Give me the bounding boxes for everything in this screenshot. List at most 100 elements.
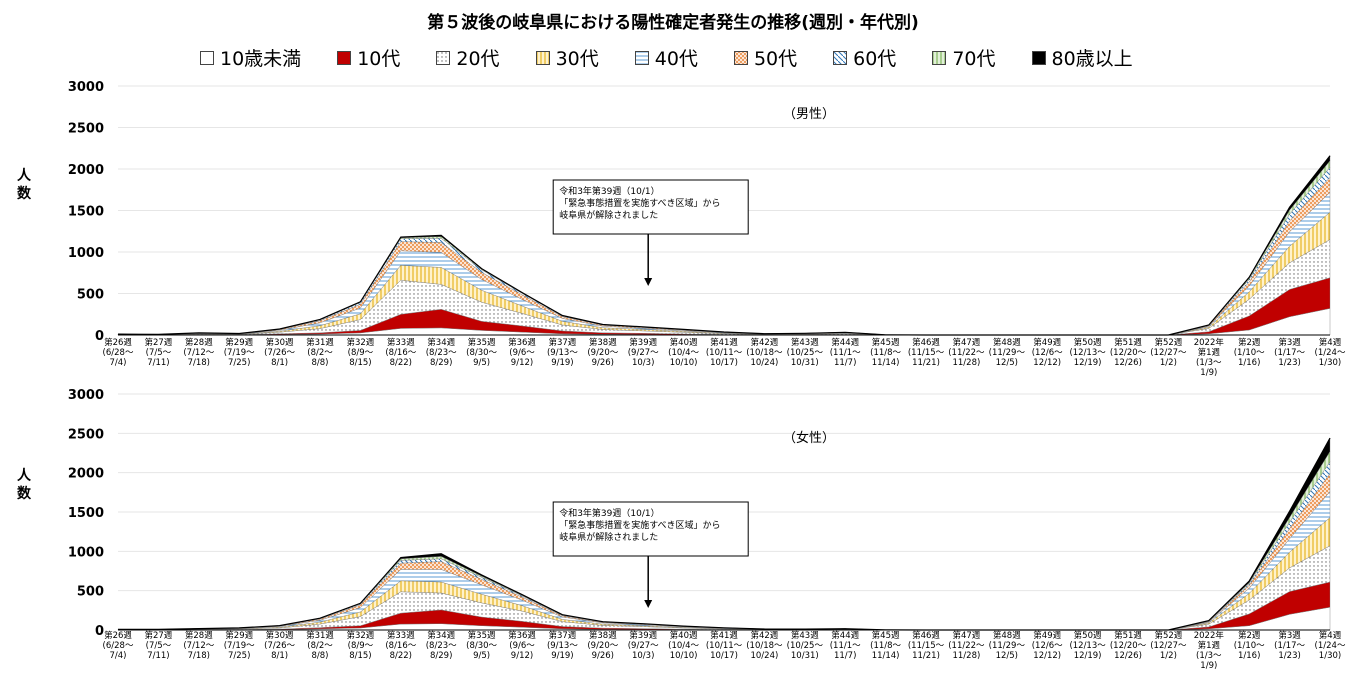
x-tick-line: 第34週 [427,630,455,641]
legend-label: 40代 [654,48,698,70]
x-tick-line: (11/22～ [948,641,985,651]
y-tick-label: 2000 [68,467,104,482]
x-tick-line: 1/9) [1200,661,1217,671]
x-tick-line: (10/18～ [746,348,783,358]
x-tick-line: 第42週 [750,337,778,348]
x-tick-line: (8/9～ [348,348,374,358]
x-tick-line: 第52週 [1154,337,1182,348]
x-tick-label: 第2週(1/10～ 1/16) [1234,337,1265,368]
x-tick-line: 11/14) [872,358,900,368]
x-tick-line: 第2週 [1238,337,1261,348]
x-tick-line: (11/15～ [908,641,945,651]
x-tick-line: 10/31) [791,651,819,661]
x-tick-line: (7/26～ [264,641,295,651]
x-tick-label: 第31週(8/2～ 8/8) [306,337,334,368]
x-tick-line: 1/30) [1319,358,1341,368]
annotation-line: 令和3年第39週（10/1） [559,507,659,519]
x-tick-line: 11/28) [952,651,980,661]
x-tick-label: 第37週(9/13～ 9/19) [547,337,578,368]
x-tick-line: 9/5) [473,358,490,368]
x-tick-line: 第26週 [104,337,132,348]
x-tick-line: (8/23～ [426,348,457,358]
x-tick-line: (1/24～ [1315,348,1346,358]
x-tick-line: 第33週 [387,337,415,348]
legend-label: 80歳以上 [1051,48,1133,70]
x-tick-line: (9/6～ [509,348,535,358]
x-tick-line: (12/20～ [1110,641,1147,651]
x-tick-line: (12/13～ [1069,348,1106,358]
x-tick-line: (12/13～ [1069,641,1106,651]
x-tick-label: 第2週(1/10～ 1/16) [1234,630,1265,661]
x-tick-line: 第30週 [266,630,294,641]
x-tick-line: 10/3) [632,651,654,661]
x-tick-line: 9/19) [551,358,573,368]
x-tick-line: 第26週 [104,630,132,641]
y-tick-label: 3000 [68,80,104,95]
x-tick-line: 第49週 [1033,337,1061,348]
x-tick-line: (6/28～ [103,641,134,651]
x-tick-label: 第49週(12/6～ 12/12) [1032,630,1063,661]
x-tick-line: 第43週 [791,630,819,641]
annotation-line: 令和3年第39週（10/1） [559,185,659,197]
y-axis-label: 人数 [17,467,32,502]
x-tick-label: 第33週(8/16～ 8/22) [385,337,416,368]
x-tick-line: (11/8～ [870,348,901,358]
x-tick-line: 第1週 [1198,640,1221,651]
x-tick-line: 9/19) [551,651,573,661]
x-tick-line: 第38週 [589,337,617,348]
x-tick-line: (10/4～ [668,641,699,651]
x-tick-label: 第26週(6/28～ 7/4) [103,630,134,661]
legend-swatch [833,50,848,65]
x-tick-line: 10/31) [791,358,819,368]
x-tick-label: 第39週(9/27～ 10/3) [628,630,659,661]
x-tick-line: 1/30) [1319,651,1341,661]
x-tick-label: 第44週(11/1～ 11/7) [830,630,861,661]
x-tick-line: (12/6～ [1032,348,1063,358]
x-tick-label: 第50週(12/13～ 12/19) [1069,337,1106,368]
x-tick-label: 第36週(9/6～ 9/12) [508,630,536,661]
x-tick-line: 8/15) [349,358,371,368]
x-tick-label: 第45週(11/8～ 11/14) [870,337,901,368]
x-tick-line: 11/7) [834,651,856,661]
annotation-line: 岐阜県が解除されました [559,209,658,221]
x-tick-line: (11/1～ [830,348,861,358]
y-tick-label: 2500 [68,427,104,442]
x-tick-line: 8/8) [312,651,329,661]
x-tick-line: 第36週 [508,337,536,348]
x-tick-line: 8/22) [390,358,412,368]
x-tick-line: (9/13～ [547,348,578,358]
x-tick-line: 12/26) [1114,651,1142,661]
x-tick-label: 第42週(10/18～ 10/24) [746,337,783,368]
x-tick-line: 第48週 [993,337,1021,348]
x-tick-line: 第29週 [225,337,253,348]
x-tick-label: 第50週(12/13～ 12/19) [1069,630,1106,661]
legend-swatch [535,50,550,65]
x-tick-line: (10/25～ [787,348,824,358]
x-tick-line: 第2週 [1238,630,1261,641]
x-tick-line: (7/19～ [224,348,255,358]
x-tick-label: 第48週(11/29～ 12/5) [989,337,1026,368]
x-tick-line: (11/8～ [870,641,901,651]
x-tick-line: 第50週 [1074,630,1102,641]
y-tick-label: 2000 [68,163,104,178]
x-tick-line: 第31週 [306,630,334,641]
legend-item: 30代 [535,44,599,71]
x-tick-label: 第46週(11/15～ 11/21) [908,337,945,368]
x-tick-label: 第44週(11/1～ 11/7) [830,337,861,368]
x-tick-line: 第28週 [185,337,213,348]
area-series-2 [117,545,1331,631]
x-tick-label: 第40週(10/4～ 10/10) [668,630,699,661]
x-tick-label: 第3週(1/17～ 1/23) [1274,630,1305,661]
x-tick-line: 10/3) [632,358,654,368]
x-tick-line: (12/27～ [1150,641,1187,651]
x-tick-line: 8/22) [390,651,412,661]
x-tick-label: 第29週(7/19～ 7/25) [224,630,255,661]
x-tick-line: 7/4) [110,358,127,368]
x-tick-line: 7/4) [110,651,127,661]
x-tick-label: 2022年第1週(1/3～ 1/9) [1194,337,1225,378]
x-tick-line: 12/26) [1114,358,1142,368]
x-tick-line: (9/13～ [547,641,578,651]
x-tick-line: 第32週 [346,630,374,641]
x-tick-label: 第28週(7/12～ 7/18) [183,630,214,661]
legend-swatch [733,50,748,65]
